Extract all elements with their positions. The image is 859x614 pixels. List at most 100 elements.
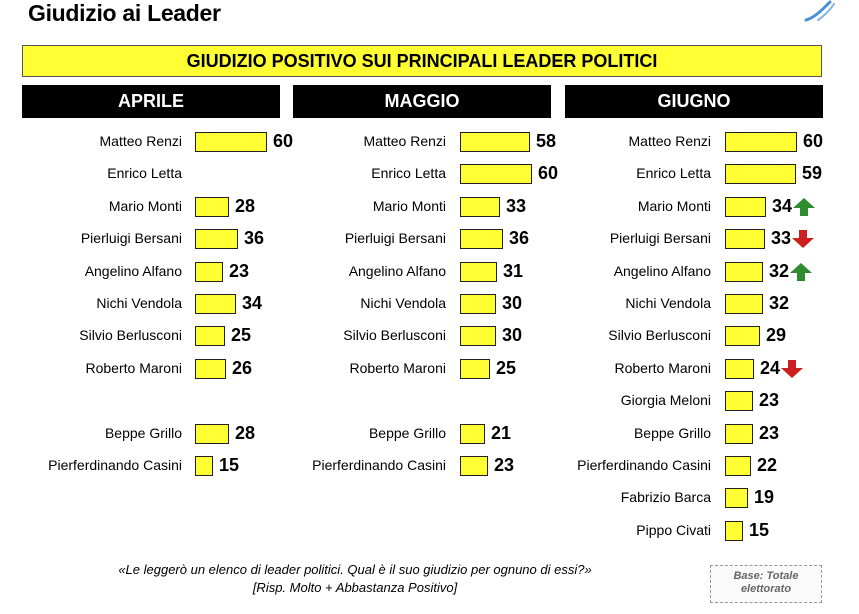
data-label: 31 (503, 260, 524, 281)
bar (195, 132, 267, 152)
bar (460, 164, 532, 185)
leader-label: Fabrizio Barca (620, 489, 711, 506)
bar (460, 294, 496, 314)
leader-label: Roberto Maroni (85, 359, 183, 376)
data-label: 23 (494, 455, 515, 475)
leader-label: Pierluigi Bersani (609, 230, 711, 247)
leader-label: Angelino Alfano (84, 262, 182, 279)
leader-label: Matteo Renzi (363, 133, 446, 149)
leader-label: Beppe Grillo (104, 424, 182, 441)
bar (725, 164, 796, 185)
response-note: [Risp. Molto + Abbastanza Positivo] (252, 580, 458, 595)
panel-header-aprile: APRILE (22, 85, 280, 118)
data-label: 19 (754, 487, 775, 508)
base-note: Base: Totale elettorato (710, 565, 822, 603)
bar (725, 261, 763, 282)
data-label: 15 (219, 455, 240, 475)
bar (195, 456, 213, 476)
data-label: 34 (772, 195, 793, 216)
leader-label: Mario Monti (372, 197, 446, 214)
bar (725, 423, 753, 444)
bar (195, 294, 236, 314)
bar (460, 326, 496, 347)
leader-label: Roberto Maroni (614, 359, 712, 376)
trend-up-arrow-icon (792, 197, 816, 222)
bar (460, 261, 497, 282)
logo-icon (804, 0, 835, 22)
bar (460, 132, 530, 152)
data-label: 32 (769, 260, 790, 281)
leader-label: Mario Monti (108, 197, 182, 214)
bar (460, 423, 485, 444)
base-note-line: elettorato (740, 583, 792, 595)
bar (725, 326, 760, 347)
data-label: 26 (232, 357, 253, 378)
bar (195, 261, 223, 282)
bar (195, 358, 226, 379)
bar (460, 196, 500, 217)
leader-label: Angelino Alfano (613, 262, 711, 279)
page-title: Giudizio ai Leader (28, 0, 221, 26)
bar (725, 456, 751, 476)
leader-label: Nichi Vendola (625, 295, 711, 311)
bar (460, 358, 490, 379)
data-label: 29 (766, 325, 787, 346)
data-label: 23 (229, 260, 250, 281)
bar (725, 196, 766, 217)
data-label: 58 (536, 131, 557, 151)
bar (460, 456, 488, 476)
leader-label: Beppe Grillo (368, 424, 446, 441)
leader-label: Pippo Civati (636, 521, 711, 538)
bar (725, 294, 763, 314)
data-label: 60 (273, 131, 294, 151)
data-label: 60 (803, 131, 824, 151)
bar (725, 229, 765, 250)
leader-label: Enrico Letta (636, 165, 711, 182)
data-label: 34 (242, 293, 263, 313)
leader-label: Silvio Berlusconi (343, 327, 446, 344)
data-label: 32 (769, 293, 790, 313)
data-label: 30 (502, 325, 523, 346)
leader-label: Pierferdinando Casini (577, 457, 711, 473)
survey-question: «Le leggerò un elenco di leader politici… (118, 562, 592, 577)
base-note-line: Base: Totale (733, 570, 799, 582)
data-label: 28 (235, 195, 256, 216)
data-label: 24 (760, 357, 781, 378)
leader-label: Angelino Alfano (348, 262, 446, 279)
bar (195, 326, 225, 347)
data-label: 60 (538, 163, 559, 184)
data-label: 23 (759, 390, 780, 411)
leader-label: Matteo Renzi (99, 133, 182, 149)
leader-label: Pierferdinando Casini (48, 457, 182, 473)
trend-up-arrow-icon (789, 262, 813, 287)
trend-down-arrow-icon (780, 359, 804, 384)
leader-label: Silvio Berlusconi (608, 327, 711, 344)
data-label: 23 (759, 422, 780, 443)
leader-label: Pierluigi Bersani (344, 230, 446, 247)
trend-down-arrow-icon (791, 229, 815, 254)
data-label: 33 (771, 228, 792, 249)
data-label: 25 (496, 357, 517, 378)
bar (725, 520, 743, 541)
leader-label: Pierferdinando Casini (312, 457, 446, 473)
leader-label: Silvio Berlusconi (79, 327, 182, 344)
panel-header-maggio: MAGGIO (293, 85, 551, 118)
data-label: 30 (502, 293, 523, 313)
data-label: 33 (506, 195, 527, 216)
data-label: 15 (749, 519, 770, 540)
leader-label: Enrico Letta (107, 165, 182, 182)
data-label: 36 (509, 228, 530, 249)
leader-label: Beppe Grillo (633, 424, 711, 441)
data-label: 22 (757, 455, 778, 475)
bar (460, 229, 503, 250)
data-label: 25 (231, 325, 252, 346)
leader-label: Enrico Letta (371, 165, 446, 182)
bar (725, 488, 748, 509)
bar (195, 423, 229, 444)
leader-label: Nichi Vendola (360, 295, 446, 311)
leader-label: Matteo Renzi (628, 133, 711, 149)
bar (725, 132, 797, 152)
data-label: 21 (491, 422, 512, 443)
bar (195, 229, 238, 250)
bar (195, 196, 229, 217)
